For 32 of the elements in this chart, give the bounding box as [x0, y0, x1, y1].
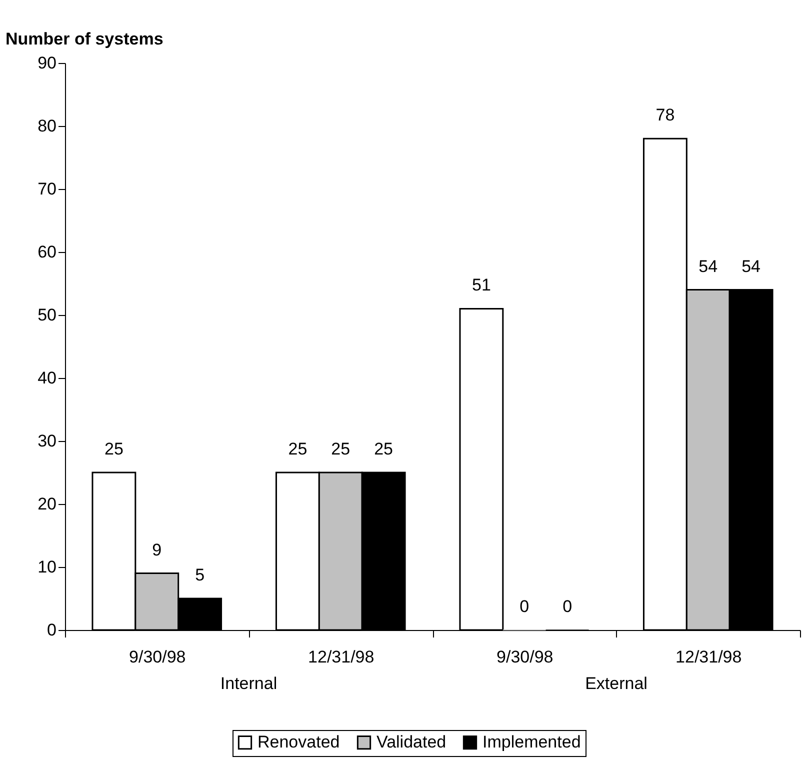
data-label: 0	[520, 597, 530, 616]
data-label: 9	[152, 540, 162, 560]
legend-label: Validated	[376, 732, 446, 752]
data-label: 25	[331, 440, 350, 458]
data-label: 54	[742, 256, 761, 276]
y-tick-label: 90	[38, 54, 56, 72]
data-label: 25	[104, 440, 124, 458]
data-label: 25	[374, 440, 394, 458]
x-tick-label: 12/31/98	[308, 648, 374, 666]
y-tick-label: 0	[47, 620, 56, 640]
legend-label: Renovated	[258, 732, 340, 752]
y-tick-label: 60	[38, 242, 56, 262]
y-tick-label: 80	[38, 116, 56, 136]
y-axis-title: Number of systems	[6, 30, 164, 48]
text: Internal	[220, 674, 278, 694]
text: External	[585, 674, 648, 694]
data-label: 0	[562, 597, 572, 616]
data-label: 51	[472, 276, 491, 295]
y-tick-label: 70	[38, 180, 56, 198]
y-tick-label: 30	[38, 432, 56, 450]
data-label: 54	[698, 256, 718, 276]
legend-label: Implemented	[482, 732, 581, 752]
data-label: 25	[288, 440, 308, 458]
y-tick-label: 50	[38, 306, 56, 324]
x-tick-label: 9/30/98	[496, 648, 554, 666]
y-tick-label: 10	[38, 558, 56, 576]
x-tick-label: 12/31/98	[676, 648, 742, 666]
y-tick-label: 20	[38, 494, 56, 514]
data-label: 78	[656, 106, 675, 125]
x-tick-label: 9/30/98	[129, 648, 186, 666]
data-label: 5	[195, 566, 205, 584]
y-tick-label: 40	[38, 368, 56, 388]
